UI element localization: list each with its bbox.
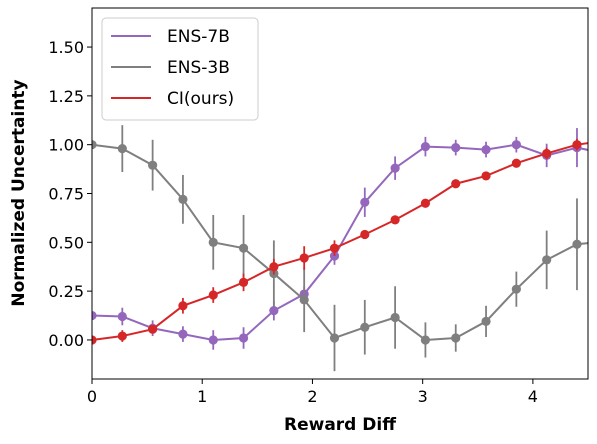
data-point	[299, 295, 309, 305]
y-tick-label: 1.25	[48, 87, 84, 106]
x-tick-label: 1	[197, 387, 207, 406]
legend: ENS-7B ENS-3B CI(ours)	[101, 17, 259, 121]
data-point	[542, 255, 552, 265]
y-tick-label: 0.75	[48, 185, 84, 204]
data-point	[208, 335, 218, 345]
data-point	[481, 316, 491, 326]
data-point	[178, 329, 188, 339]
y-tick-label: 0.00	[48, 331, 84, 350]
series-ens-3b	[92, 125, 588, 372]
data-point	[92, 335, 97, 345]
legend-box	[101, 17, 259, 121]
data-point	[390, 215, 400, 225]
series-line	[92, 143, 588, 341]
data-point	[329, 333, 340, 343]
legend-label: ENS-7B	[167, 27, 230, 47]
data-point	[511, 158, 521, 168]
data-point	[148, 324, 158, 334]
data-point	[299, 253, 309, 263]
data-point	[572, 239, 582, 249]
y-tick-label: 0.50	[48, 233, 84, 252]
y-tick-label: 0.25	[48, 282, 84, 301]
data-point	[360, 229, 370, 240]
data-point	[269, 262, 279, 272]
x-tick-label: 3	[418, 387, 428, 406]
data-point	[390, 312, 400, 323]
data-point	[511, 140, 521, 150]
y-axis-label: Normalized Uncertainty	[9, 79, 29, 306]
x-tick-label: 0	[87, 387, 97, 406]
x-tick-label: 2	[307, 387, 317, 406]
series-layer	[92, 125, 588, 372]
data-point	[420, 198, 431, 208]
data-point	[117, 311, 127, 322]
data-point	[481, 144, 491, 155]
data-point	[329, 243, 340, 253]
data-point	[238, 333, 249, 343]
series-ci-ours	[92, 138, 588, 345]
data-point	[178, 301, 188, 311]
data-point	[360, 197, 370, 207]
y-axis: 0.00 0.25 0.50 0.75 1.00 1.25 1.50	[48, 38, 92, 350]
data-point	[360, 322, 370, 332]
data-point	[92, 310, 97, 321]
data-point	[572, 140, 582, 150]
data-point	[451, 333, 461, 343]
legend-label: CI(ours)	[167, 89, 234, 109]
data-point	[481, 171, 491, 181]
data-point	[148, 160, 158, 170]
x-axis-label: Reward Diff	[284, 415, 396, 435]
data-point	[238, 243, 249, 253]
y-tick-label: 1.00	[48, 136, 84, 155]
data-point	[117, 331, 127, 341]
data-point	[451, 179, 461, 189]
x-axis: 0 1 2 3 4	[87, 379, 538, 406]
data-point	[178, 194, 188, 204]
data-point	[238, 277, 249, 287]
data-point	[420, 335, 431, 345]
data-point	[92, 140, 97, 150]
series-line	[92, 142, 588, 341]
data-point	[117, 143, 127, 154]
data-point	[542, 148, 552, 159]
series-ens-7b	[92, 128, 588, 350]
data-point	[208, 290, 218, 300]
data-point	[451, 143, 461, 153]
data-point	[269, 306, 279, 316]
y-tick-label: 1.50	[48, 38, 84, 57]
data-point	[420, 142, 431, 152]
data-point	[208, 237, 218, 247]
legend-label: ENS-3B	[167, 58, 230, 78]
data-point	[511, 284, 521, 294]
x-tick-label: 4	[528, 387, 538, 406]
series-line	[92, 143, 588, 341]
data-point	[390, 163, 400, 173]
